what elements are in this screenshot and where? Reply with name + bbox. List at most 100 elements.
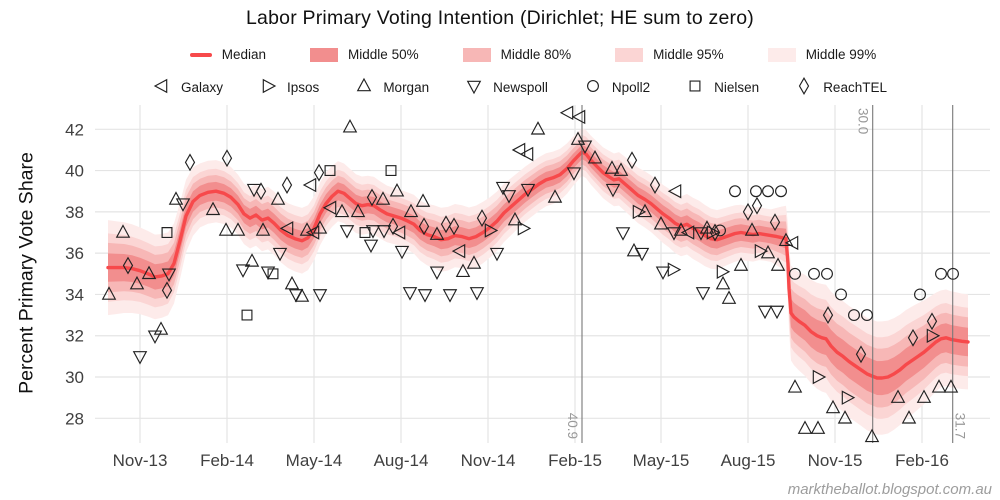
scatter-point [943,379,959,393]
scatter-point [260,266,276,280]
scatter-point [848,309,860,322]
scatter-point [907,328,919,347]
x-tick-label: Nov-14 [461,451,516,470]
scatter-point [161,268,177,283]
annotation-label: 40.9 [565,413,580,439]
scatter-point [570,131,586,145]
scatter-point [750,185,762,198]
scatter-point [709,223,721,242]
scatter-point [350,203,366,218]
triangle-up-icon [355,77,373,98]
scatter-point [653,216,669,230]
x-tick-label: Aug-15 [721,451,776,470]
scatter-point [389,183,405,197]
legend-label: Middle 99% [805,47,877,62]
triangle-down-icon [465,77,483,98]
scatter-point [417,289,433,303]
scatter-point [230,222,246,236]
chart-title: Labor Primary Voting Intention (Dirichle… [246,7,754,29]
legend-item-npoll2: Npoll2 [584,77,650,98]
scatter-point [469,287,485,301]
scatter-point [649,176,661,194]
scatter-point [221,149,233,168]
scatter-point [693,227,709,241]
scatter-point [604,160,620,174]
scatter-point [415,193,431,207]
scatter-point [122,256,134,275]
middle-95-swatch [615,47,644,62]
scatter-point [559,105,574,121]
x-tick-label: May-15 [633,451,690,470]
scatter-point [363,239,379,254]
scatter-point [775,185,787,198]
scatter-point [762,185,774,198]
series-npoll2 [714,185,959,322]
scatter-point [440,215,452,234]
legend-label: Galaxy [181,80,224,95]
scatter-point [935,267,947,280]
scatter-point [270,191,286,205]
scatter-point [161,281,173,300]
x-tick-label: Aug-14 [374,451,429,470]
legend-item-morgan: Morgan [355,77,429,98]
scatter-point [769,305,785,320]
scatter-point [566,167,582,181]
scatter-point [241,309,253,321]
triangle-right-icon [259,77,277,98]
scatter-point [729,185,741,198]
scatter-point [733,257,749,271]
annotation-label: 31.7 [953,413,968,439]
scatter-point [760,244,776,259]
legend-label: Npoll2 [611,80,651,95]
scatter-point [890,389,906,403]
x-tick-label: Nov-15 [808,451,863,470]
y-tick-label: 30 [65,368,84,387]
scatter-point [715,275,731,290]
circle-icon [584,77,602,98]
legend-label: Ipsos [287,80,320,95]
scatter-point [615,227,631,241]
scatter-point [901,410,917,424]
scatter-point [754,243,769,259]
scatter-point [787,379,803,393]
scatter-point [770,257,786,271]
legend-item-ipsos: Ipsos [259,77,319,98]
x-tick-label: Feb-16 [895,451,949,470]
scatter-point [375,191,391,205]
middle-99-swatch [767,47,796,62]
scatter-point [547,189,563,203]
scatter-point [466,255,482,269]
series-morgan [101,119,959,443]
scatter-point [284,275,300,290]
scatter-point [855,345,867,364]
scatter-point [161,227,173,238]
x-tick-label: May-14 [286,451,343,470]
middle-50-swatch [310,47,339,62]
scatter-point [519,146,534,162]
scatter-point [147,330,163,344]
scatter-point [507,211,523,226]
scatter-point [339,225,355,239]
scatter-point [721,290,737,304]
y-tick-label: 32 [65,327,84,346]
scatter-point [797,420,813,434]
scatter-point [429,226,445,240]
y-tick-label: 42 [65,120,84,139]
scatter-point [153,321,169,335]
scatter-point [835,288,847,301]
square-icon [686,77,704,98]
scatter-point [742,202,754,221]
scatter-point [864,428,880,443]
scatter-point [334,203,350,218]
scatter-point [255,222,271,236]
scatter-point [605,183,621,198]
scatter-point [359,227,371,238]
scatter-point [667,183,682,199]
scatter-point [714,224,726,237]
scatter-point [132,351,148,365]
scatter-point [495,181,511,196]
y-tick-label: 38 [65,203,84,222]
scatter-point [385,165,397,177]
scatter-point [757,305,773,320]
scatter-point [115,224,131,238]
